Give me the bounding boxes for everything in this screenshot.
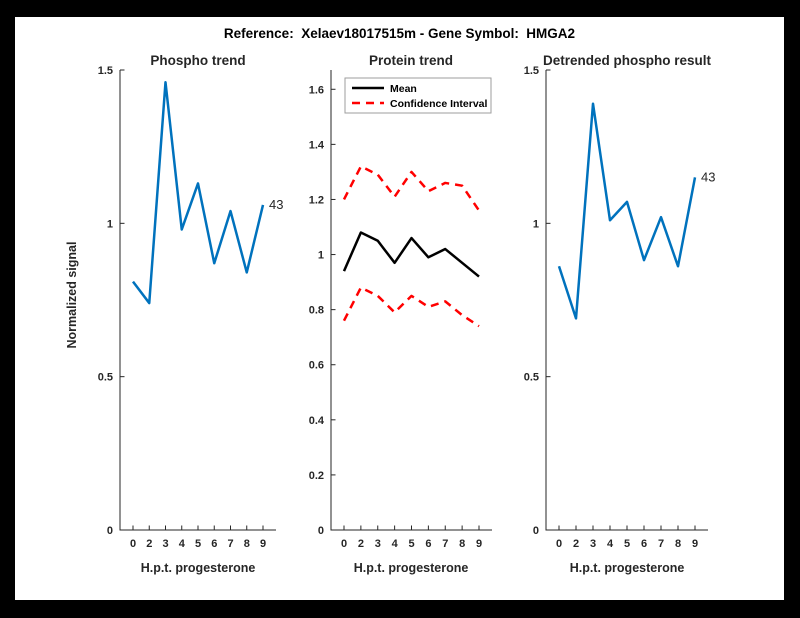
legend-entry-label: Confidence Interval <box>390 98 488 110</box>
x-axis-label-detrended: H.p.t. progesterone <box>569 561 685 575</box>
x-tick-label: 8 <box>244 538 250 550</box>
y-tick-label: 1 <box>533 218 539 230</box>
x-tick-label: 9 <box>692 538 698 550</box>
series-confidence-lower <box>342 286 480 328</box>
figure-canvas: Reference: Xelaev18017515m - Gene Symbol… <box>15 17 784 600</box>
x-tick-label: 8 <box>675 538 681 550</box>
x-tick-label: 8 <box>459 538 465 550</box>
x-tick-label: 0 <box>556 538 562 550</box>
end-annotation: 43 <box>701 169 715 184</box>
x-tick-label: 9 <box>476 538 482 550</box>
x-axis-label-phospho: H.p.t. progesterone <box>140 561 256 575</box>
x-tick-label: 4 <box>607 538 614 550</box>
x-tick-label: 5 <box>624 538 630 550</box>
x-tick-label: 5 <box>408 538 414 550</box>
x-tick-label: 2 <box>573 538 579 550</box>
subplot-phospho-trend: Phospho trend 0 0.5 1 1.5 0 2 3 4 5 6 7 8 9 43 Normal… <box>65 53 330 618</box>
y-tick-label: 1 <box>318 250 324 262</box>
y-tick-label: 0 <box>318 525 324 537</box>
y-tick-label: 0.5 <box>524 372 539 384</box>
subplot-title-phospho: Phospho trend <box>150 53 246 68</box>
y-tick-label: 1.2 <box>309 194 324 206</box>
y-axis-label: Normalized signal <box>65 241 79 349</box>
series-phospho-signal <box>132 81 265 305</box>
y-tick-label: 1.6 <box>309 84 324 96</box>
x-tick-label: 4 <box>392 538 399 550</box>
x-tick-label: 6 <box>641 538 647 550</box>
x-tick-label: 9 <box>260 538 266 550</box>
x-tick-label: 2 <box>146 538 152 550</box>
x-tick-label: 7 <box>658 538 664 550</box>
protein-trend-plot: 00.20.40.60.811.21.41.60 2 3 4 5 6 7 8 9MeanConf… <box>309 70 492 550</box>
axes-lines <box>119 70 276 531</box>
series-detrended-phospho <box>557 102 697 320</box>
x-axis-label-protein: H.p.t. progesterone <box>353 561 469 575</box>
y-tick-label: 0.2 <box>309 470 324 482</box>
x-tick-label: 3 <box>590 538 596 550</box>
figure-title: Reference: Xelaev18017515m - Gene Symbol… <box>223 26 576 41</box>
x-tick-label: 2 <box>358 538 364 550</box>
subplot-protein-trend: Protein trend 0 0.2 0.4 0.6 0.8 1 1.2 1.4 1.6 0 2 3… <box>281 53 541 618</box>
y-tick-label: 1 <box>107 218 113 230</box>
x-tick-label: 6 <box>425 538 431 550</box>
x-tick-label: 7 <box>442 538 448 550</box>
y-tick-label: 1.5 <box>98 65 113 77</box>
y-tick-label: 0.8 <box>309 305 324 317</box>
x-tick-label: 3 <box>162 538 168 550</box>
y-tick-label: 0.4 <box>309 415 325 427</box>
y-tick-label: 0 <box>107 525 113 537</box>
x-tick-label: 5 <box>195 538 201 550</box>
x-tick-label: 4 <box>179 538 186 550</box>
subplot-title-detrended: Detrended phospho result <box>542 53 712 68</box>
y-tick-label: 0.5 <box>98 372 113 384</box>
y-tick-label: 1.4 <box>309 139 325 151</box>
x-tick-label: 6 <box>211 538 217 550</box>
y-tick-label: 0 <box>533 525 539 537</box>
detrended-phospho-plot: 00.511.50 2 3 4 5 6 7 8 943 <box>524 65 716 550</box>
x-tick-label: 0 <box>341 538 347 550</box>
legend-entry-label: Mean <box>390 83 417 95</box>
phospho-trend-plot: 00.511.50 2 3 4 5 6 7 8 943 <box>98 65 284 550</box>
y-tick-label: 1.5 <box>524 65 539 77</box>
subplot-detrended-phospho: Detrended phospho result 0 0.5 1 1.5 0 2 3 4 5 6 7… <box>496 53 756 618</box>
x-tick-label: 0 <box>130 538 136 550</box>
y-tick-label: 0.6 <box>309 360 324 372</box>
end-annotation: 43 <box>269 197 283 212</box>
subplot-title-protein: Protein trend <box>368 53 454 68</box>
series-confidence-upper <box>342 165 481 212</box>
series-mean <box>342 231 480 278</box>
x-tick-label: 3 <box>375 538 381 550</box>
x-tick-label: 7 <box>227 538 233 550</box>
axes-lines <box>330 70 492 531</box>
legend-box <box>344 77 492 114</box>
